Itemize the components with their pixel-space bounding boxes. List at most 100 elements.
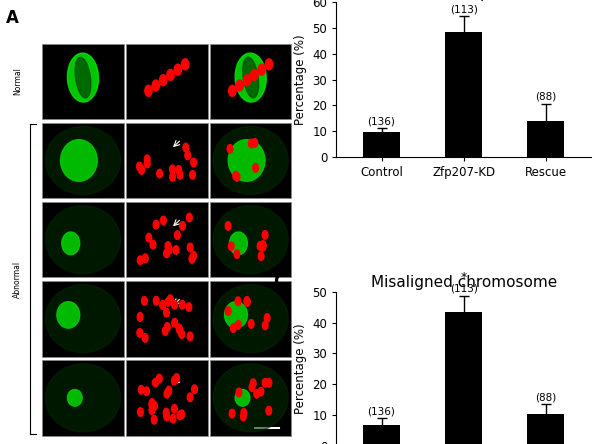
Circle shape	[236, 80, 244, 91]
Circle shape	[248, 139, 254, 148]
Circle shape	[229, 242, 234, 250]
Circle shape	[185, 151, 191, 160]
Circle shape	[258, 252, 264, 260]
Circle shape	[142, 297, 148, 305]
Circle shape	[139, 166, 145, 174]
Circle shape	[187, 243, 193, 252]
Circle shape	[137, 329, 143, 337]
Ellipse shape	[46, 206, 121, 274]
Circle shape	[191, 252, 196, 260]
Circle shape	[170, 173, 175, 181]
Circle shape	[165, 242, 171, 250]
Circle shape	[164, 249, 169, 258]
Circle shape	[175, 231, 180, 239]
Circle shape	[187, 213, 192, 222]
Text: DNA: DNA	[153, 8, 172, 16]
Text: (113): (113)	[450, 284, 478, 294]
Circle shape	[187, 393, 193, 401]
Circle shape	[172, 301, 178, 309]
FancyBboxPatch shape	[126, 360, 208, 436]
Circle shape	[250, 379, 256, 388]
Ellipse shape	[224, 301, 247, 328]
Ellipse shape	[67, 389, 82, 406]
FancyBboxPatch shape	[210, 123, 292, 198]
Ellipse shape	[61, 140, 97, 181]
Circle shape	[241, 408, 247, 417]
Circle shape	[172, 318, 178, 327]
Ellipse shape	[213, 127, 288, 194]
Ellipse shape	[235, 389, 250, 406]
Circle shape	[230, 324, 236, 333]
Circle shape	[172, 404, 177, 413]
Circle shape	[176, 324, 182, 333]
Ellipse shape	[213, 364, 288, 432]
Circle shape	[257, 242, 263, 250]
Ellipse shape	[62, 232, 80, 255]
Text: (88): (88)	[535, 392, 556, 402]
Circle shape	[266, 406, 272, 415]
Circle shape	[233, 171, 238, 180]
Circle shape	[164, 323, 170, 331]
Circle shape	[144, 387, 149, 396]
Ellipse shape	[228, 140, 265, 181]
Bar	[363, 132, 400, 157]
Circle shape	[235, 297, 241, 305]
Circle shape	[234, 250, 240, 258]
FancyBboxPatch shape	[126, 44, 208, 119]
Circle shape	[177, 411, 183, 420]
Circle shape	[190, 170, 196, 179]
Circle shape	[248, 320, 254, 328]
Circle shape	[161, 216, 166, 225]
Circle shape	[177, 170, 183, 179]
Text: C: C	[273, 273, 285, 291]
FancyBboxPatch shape	[42, 123, 124, 198]
Text: B: B	[273, 0, 286, 2]
Circle shape	[179, 222, 185, 230]
Bar	[527, 121, 565, 157]
Circle shape	[145, 85, 152, 96]
Circle shape	[258, 64, 265, 75]
Circle shape	[260, 241, 266, 249]
Bar	[527, 414, 565, 444]
Circle shape	[164, 389, 170, 398]
Title: Aberrant spindle: Aberrant spindle	[400, 0, 527, 1]
FancyBboxPatch shape	[126, 123, 208, 198]
Circle shape	[241, 412, 246, 420]
Circle shape	[157, 169, 163, 178]
Circle shape	[249, 383, 255, 392]
Ellipse shape	[213, 206, 288, 274]
Circle shape	[225, 222, 231, 230]
Circle shape	[167, 295, 173, 304]
Circle shape	[163, 408, 169, 417]
Circle shape	[229, 409, 235, 418]
Bar	[445, 312, 482, 444]
Circle shape	[173, 246, 179, 254]
Circle shape	[260, 242, 266, 251]
Ellipse shape	[46, 127, 121, 194]
Circle shape	[251, 69, 258, 80]
Text: A: A	[6, 9, 19, 27]
Circle shape	[262, 230, 268, 239]
Circle shape	[183, 143, 188, 152]
Circle shape	[149, 401, 155, 409]
FancyBboxPatch shape	[210, 44, 292, 119]
Text: (88): (88)	[535, 92, 556, 102]
Circle shape	[142, 254, 148, 262]
Circle shape	[137, 313, 143, 321]
Circle shape	[179, 410, 185, 419]
Circle shape	[167, 69, 174, 80]
Circle shape	[160, 75, 167, 86]
FancyBboxPatch shape	[42, 360, 124, 436]
Circle shape	[258, 387, 264, 396]
Circle shape	[172, 377, 177, 385]
Circle shape	[244, 297, 250, 305]
Text: Abnormal: Abnormal	[13, 261, 22, 298]
Ellipse shape	[229, 232, 247, 255]
Text: (113): (113)	[450, 4, 478, 14]
Circle shape	[154, 297, 159, 305]
FancyBboxPatch shape	[210, 281, 292, 357]
Circle shape	[177, 326, 183, 334]
Circle shape	[164, 412, 170, 421]
Circle shape	[234, 173, 240, 181]
Circle shape	[265, 314, 270, 322]
